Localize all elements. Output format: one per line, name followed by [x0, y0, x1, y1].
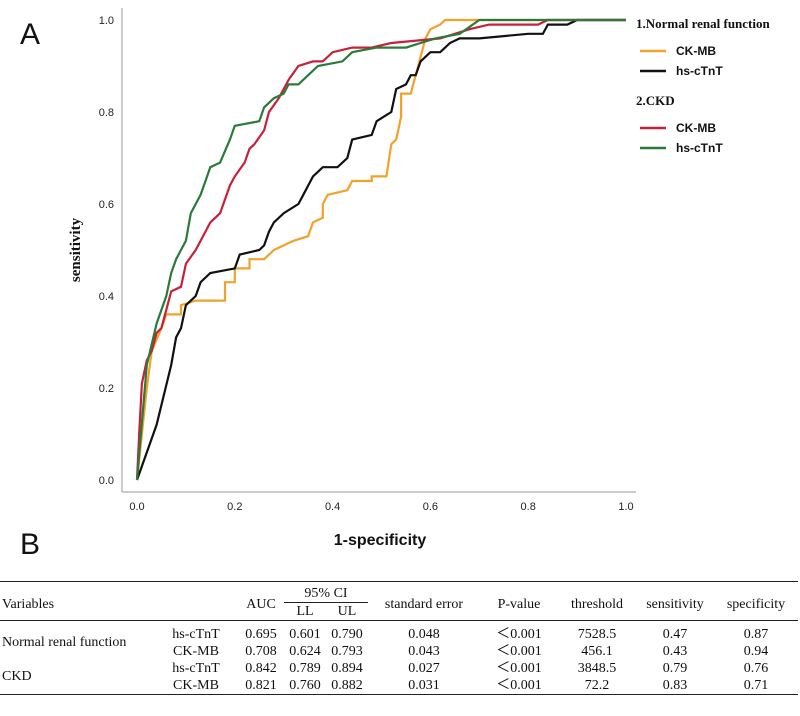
header-sensitivity: sensitivity: [646, 596, 704, 612]
y-tick-label: 0.6: [99, 199, 114, 211]
cell-p: ＜0.001: [496, 626, 542, 642]
roc-curve-3: [135, 18, 626, 481]
table-row: CKD hs-cTnT 0.842 0.789 0.894 0.027 ＜0.0…: [0, 660, 798, 685]
cell-specificity: 0.87: [743, 626, 769, 642]
cell-auc: 0.695: [245, 626, 277, 642]
cell-p: ＜0.001: [496, 660, 542, 676]
table-row: CK-MB 0.821 0.760 0.882 0.031 ＜0.001 72.…: [0, 677, 798, 694]
header-auc: AUC: [246, 596, 276, 612]
group-name: Normal renal function: [2, 635, 127, 650]
cell-ul: 0.894: [331, 660, 363, 676]
legend-entry: hs-cTnT: [676, 141, 723, 155]
cell-se: 0.027: [408, 660, 440, 676]
header-variables: Variables: [2, 596, 55, 612]
results-table-wrap: Variables AUC 95% CI standard error P-va…: [0, 581, 798, 695]
x-tick-label: 0.8: [521, 501, 536, 513]
cell-specificity: 0.76: [743, 660, 769, 676]
cell-sensitivity: 0.83: [662, 677, 688, 693]
cell-threshold: 3848.5: [577, 660, 617, 676]
cell-p: ＜0.001: [496, 643, 542, 659]
roc-curve-1: [135, 18, 626, 481]
cell-sensitivity: 0.47: [662, 626, 688, 642]
table-row: Normal renal function hs-cTnT 0.695 0.60…: [0, 626, 798, 651]
marker-name: CK-MB: [173, 677, 219, 693]
header-marker-blank: [154, 582, 238, 621]
cell-se: 0.048: [408, 626, 440, 642]
y-tick-label: 0.4: [99, 291, 114, 303]
header-ul: UL: [337, 604, 357, 619]
x-axis-title: 1-specificity: [334, 532, 427, 549]
legend-group-title: 1.Normal renal function: [636, 16, 770, 31]
cell-ul: 0.793: [331, 643, 363, 659]
legend-entry: CK-MB: [676, 44, 716, 58]
cell-se: 0.043: [408, 643, 440, 659]
y-axis-title: sensitivity: [68, 217, 84, 282]
roc-curve-2: [135, 18, 626, 481]
cell-auc: 0.842: [245, 660, 277, 676]
cell-sensitivity: 0.79: [662, 660, 688, 676]
y-tick-label: 0.2: [99, 383, 114, 395]
cell-ul: 0.882: [331, 677, 363, 693]
header-ll: LL: [296, 604, 314, 619]
legend-entry: hs-cTnT: [676, 64, 723, 78]
roc-chart: 0.0 0.2 0.4 0.6 0.8 1.0 0.0 0.2 0.4 0.6 0.8 1.0 1-sp…: [68, 8, 770, 549]
x-tick-label: 0.4: [325, 501, 340, 513]
cell-se: 0.031: [408, 677, 440, 693]
header-specificity: specificity: [726, 596, 786, 612]
x-tick-label: 0.0: [129, 501, 144, 513]
panel-a-label: A: [20, 18, 41, 51]
y-tick-label: 0.0: [99, 475, 114, 487]
chart-curves: [135, 18, 626, 481]
cell-ll: 0.624: [289, 643, 321, 659]
roc-curve-0: [135, 18, 626, 481]
x-tick-label: 0.6: [423, 501, 438, 513]
cell-ll: 0.789: [289, 660, 321, 676]
header-p: P-value: [497, 596, 541, 612]
cell-ll: 0.601: [289, 626, 321, 642]
x-tick-label: 0.2: [227, 501, 242, 513]
table-row: CK-MB 0.708 0.624 0.793 0.043 ＜0.001 456…: [0, 643, 798, 660]
y-tick-label: 0.8: [99, 107, 114, 119]
panel-b-label: B: [20, 528, 41, 561]
cell-p: ＜0.001: [496, 677, 542, 693]
legend-group-title: 2.CKD: [636, 93, 675, 108]
cell-ul: 0.790: [331, 626, 363, 642]
cell-threshold: 72.2: [584, 677, 610, 693]
y-tick-label: 1.0: [99, 15, 114, 27]
marker-name: hs-cTnT: [172, 660, 220, 676]
chart-legend: 1.Normal renal function CK-MB hs-cTnT 2.CKD…: [636, 16, 770, 155]
header-se: standard error: [384, 596, 464, 612]
marker-name: CK-MB: [173, 643, 219, 659]
results-table: Variables AUC 95% CI standard error P-va…: [0, 581, 798, 695]
cell-sensitivity: 0.43: [662, 643, 688, 659]
header-threshold: threshold: [570, 596, 624, 612]
header-ci: 95% CI: [284, 581, 368, 603]
x-tick-label: 1.0: [618, 501, 633, 513]
cell-threshold: 7528.5: [577, 626, 617, 642]
cell-auc: 0.821: [245, 677, 277, 693]
cell-threshold: 456.1: [581, 643, 613, 659]
cell-specificity: 0.94: [743, 643, 769, 659]
chart-axes: 0.0 0.2 0.4 0.6 0.8 1.0 0.0 0.2 0.4 0.6 0.8 1.0 1-sp…: [68, 8, 636, 549]
group-name: CKD: [2, 669, 32, 684]
table-header-row: Variables AUC 95% CI standard error P-va…: [0, 581, 798, 612]
legend-entry: CK-MB: [676, 121, 716, 135]
marker-name: hs-cTnT: [172, 626, 220, 642]
cell-ll: 0.760: [289, 677, 321, 693]
cell-auc: 0.708: [245, 643, 277, 659]
cell-specificity: 0.71: [743, 677, 769, 693]
